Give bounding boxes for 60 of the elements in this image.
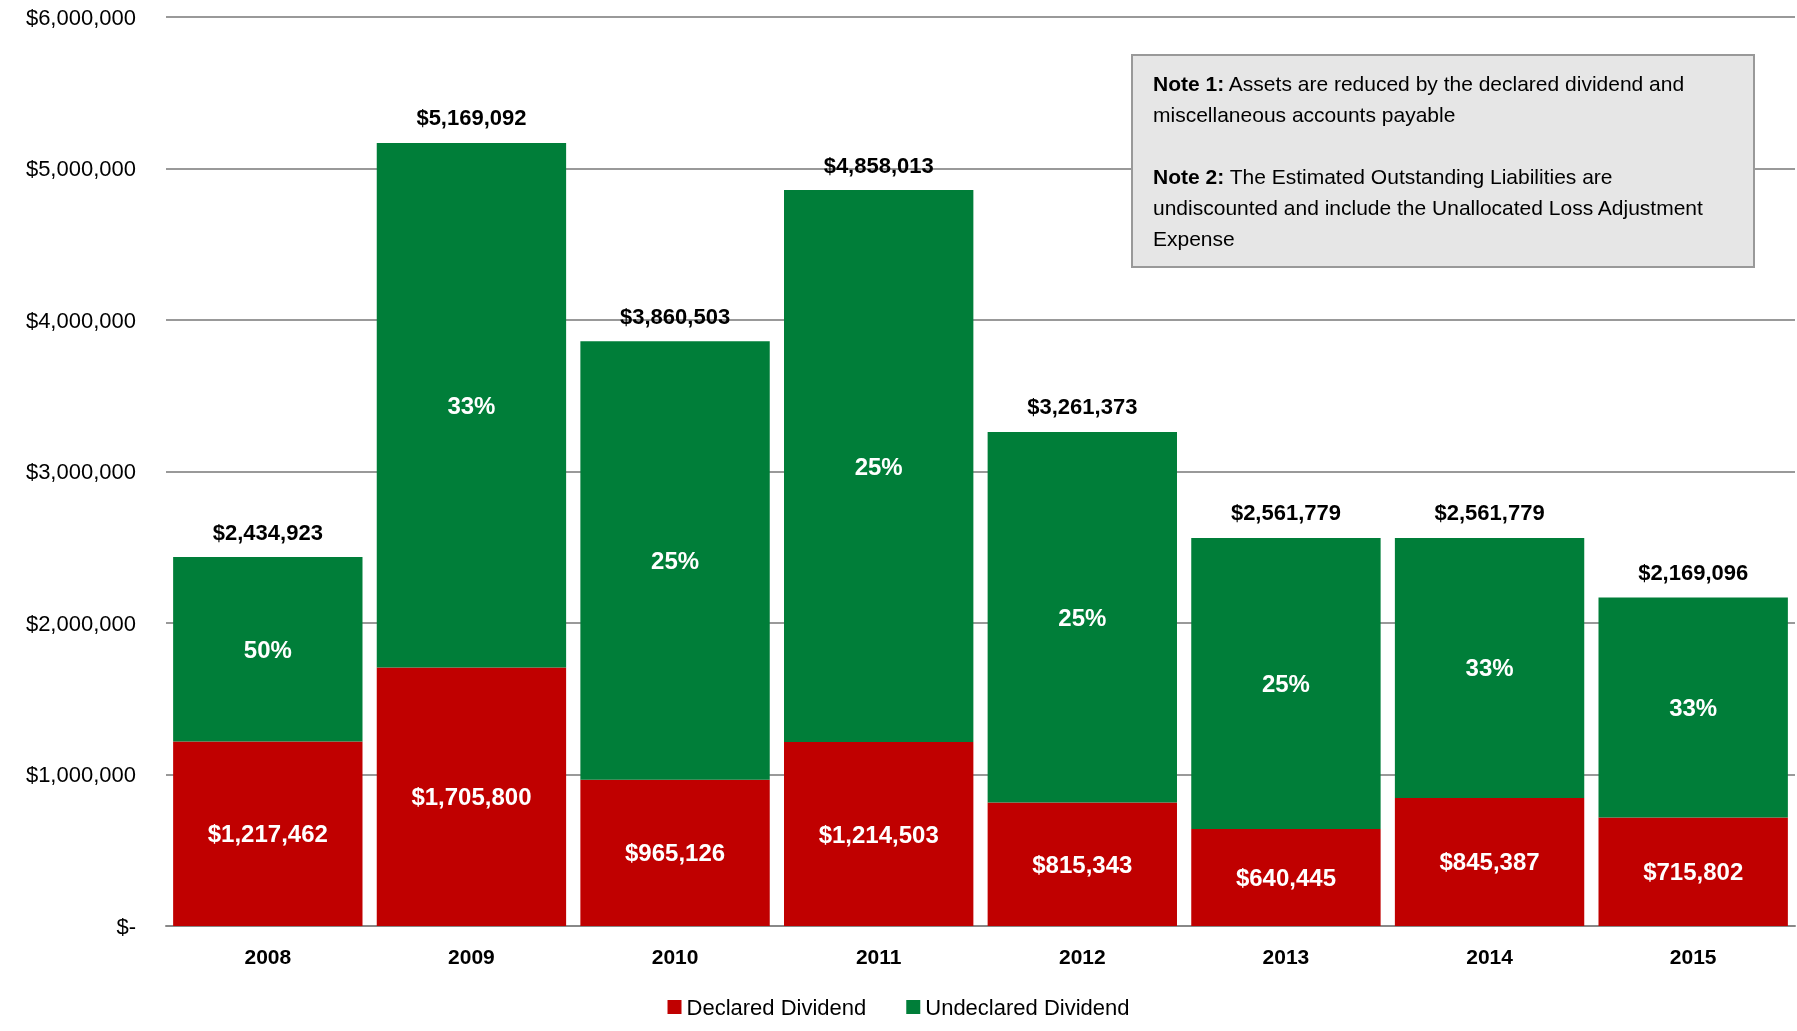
bar (1394, 797, 1585, 926)
legend-label: Declared Dividend (686, 994, 867, 1020)
total-label: $2,561,779 (1230, 500, 1341, 526)
total-label: $5,169,092 (416, 105, 527, 131)
bar (580, 341, 770, 780)
x-tick-label: 2009 (448, 945, 495, 968)
data-label: $815,343 (1032, 850, 1133, 878)
y-tick-label: $4,000,000 (25, 307, 136, 333)
annotation: 33% (447, 391, 496, 419)
data-label: $715,802 (1643, 858, 1744, 886)
annotation: 25% (1058, 603, 1107, 631)
bar (376, 667, 567, 926)
y-tick-label: $3,000,000 (25, 459, 136, 484)
bar (784, 190, 974, 742)
annotation: 50% (243, 635, 292, 663)
legend-label: Undeclared Dividend (925, 994, 1130, 1020)
x-tick-label: 2008 (244, 945, 292, 968)
annotation: 25% (854, 452, 903, 480)
bar (1191, 537, 1381, 829)
x-tick-label: 2010 (651, 945, 699, 968)
total-label: $2,169,096 (1638, 559, 1749, 585)
annotation: 33% (1465, 654, 1514, 682)
annotation: 33% (1669, 693, 1718, 721)
total-label: $2,434,923 (212, 519, 323, 545)
annotation: Note 2: The Estimated Outstanding Liabilities are undiscounted and include the Unallocated Loss Adjustment Expense (1153, 164, 1704, 252)
annotation: Note 1: Assets are reduced by the declared dividend and miscellaneous accounts payable (1153, 71, 1686, 128)
bar (173, 741, 363, 926)
data-label: $640,445 (1235, 863, 1336, 891)
annotation: 25% (1261, 669, 1310, 697)
x-tick-label: 2012 (1058, 945, 1106, 968)
x-tick-label: 2015 (1669, 945, 1717, 968)
bar (1191, 828, 1381, 926)
bar (173, 557, 363, 742)
y-tick-label: $6,000,000 (25, 4, 136, 30)
total-label: $3,860,503 (620, 303, 731, 329)
bar (784, 742, 974, 926)
bar (1598, 597, 1788, 818)
total-label: $2,561,779 (1434, 500, 1545, 526)
bar (580, 779, 770, 926)
bar (1598, 817, 1788, 926)
note-box: Note 1: Assets are reduced by the declared dividend and miscellaneous accounts payable Note 2: The Estimated Outstanding Liabilities are undiscounted and include the Unallocated Loss Adjustment Expense (1131, 54, 1755, 268)
data-label: $1,705,800 (411, 783, 532, 811)
x-tick-label: 2011 (855, 945, 902, 968)
bar (987, 802, 1177, 926)
y-tick-label: $1,000,000 (25, 762, 136, 787)
bar (1394, 537, 1585, 798)
y-tick-label: $- (116, 913, 136, 939)
y-tick-label: $2,000,000 (25, 610, 136, 636)
y-tick-label: $5,000,000 (25, 156, 136, 181)
total-label: $4,858,013 (823, 152, 934, 178)
data-label: $965,126 (625, 839, 726, 867)
total-label: $3,261,373 (1027, 394, 1138, 420)
x-tick-label: 2014 (1466, 945, 1514, 968)
data-label: $1,217,462 (207, 820, 328, 848)
data-label: $845,387 (1439, 848, 1540, 876)
data-label: $1,214,503 (818, 820, 939, 848)
bar (376, 142, 567, 668)
annotation: 25% (651, 546, 700, 574)
x-tick-label: 2013 (1262, 945, 1310, 968)
bar (987, 431, 1177, 803)
